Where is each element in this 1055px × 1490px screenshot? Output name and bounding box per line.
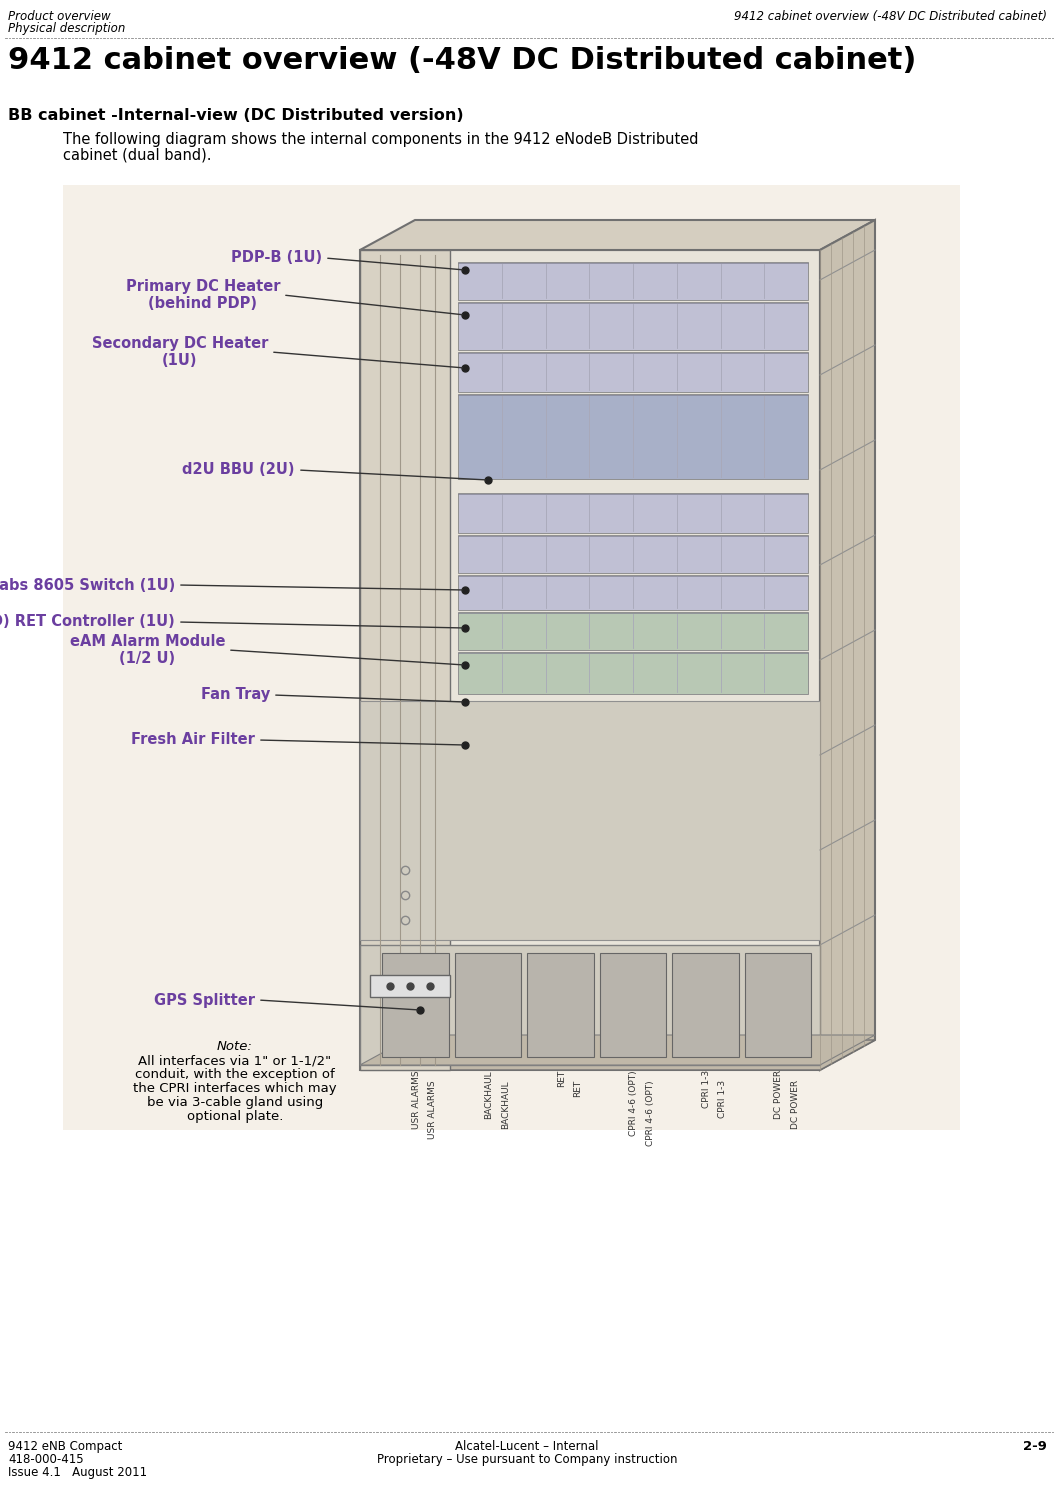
Text: Product overview: Product overview bbox=[8, 10, 111, 22]
Text: BB cabinet -Internal-view (DC Distributed version): BB cabinet -Internal-view (DC Distribute… bbox=[8, 107, 463, 124]
Text: 2-9: 2-9 bbox=[1023, 1439, 1047, 1453]
Text: RET: RET bbox=[557, 1070, 565, 1088]
Bar bbox=[360, 945, 820, 1065]
Polygon shape bbox=[360, 1036, 875, 1065]
Text: DC POWER: DC POWER bbox=[791, 1080, 800, 1129]
Text: Alcatel-Lucent – Internal: Alcatel-Lucent – Internal bbox=[456, 1439, 599, 1453]
Text: USR ALARMS: USR ALARMS bbox=[428, 1080, 437, 1138]
Bar bbox=[455, 954, 521, 1056]
Text: optional plate.: optional plate. bbox=[187, 1110, 283, 1123]
Text: 9412 eNB Compact: 9412 eNB Compact bbox=[8, 1439, 122, 1453]
Bar bbox=[528, 954, 594, 1056]
Text: 418-000-415: 418-000-415 bbox=[8, 1453, 83, 1466]
Bar bbox=[458, 575, 808, 609]
Bar bbox=[360, 250, 820, 1070]
Text: CPRI 1-3: CPRI 1-3 bbox=[718, 1080, 727, 1118]
Text: DC POWER: DC POWER bbox=[774, 1070, 783, 1119]
Text: Tellabs 8605 Switch (1U): Tellabs 8605 Switch (1U) bbox=[0, 578, 175, 593]
Text: Note:: Note: bbox=[217, 1040, 253, 1053]
Bar bbox=[458, 393, 808, 478]
Bar bbox=[63, 185, 960, 1129]
Bar bbox=[458, 535, 808, 574]
Text: 9412 cabinet overview (-48V DC Distributed cabinet): 9412 cabinet overview (-48V DC Distribut… bbox=[8, 46, 917, 74]
Text: 9412 cabinet overview (-48V DC Distributed cabinet): 9412 cabinet overview (-48V DC Distribut… bbox=[734, 10, 1047, 22]
Text: Secondary DC Heater
(1U): Secondary DC Heater (1U) bbox=[92, 335, 268, 368]
Text: GPS Splitter: GPS Splitter bbox=[154, 992, 255, 1007]
Text: RET: RET bbox=[573, 1080, 582, 1097]
Text: Fresh Air Filter: Fresh Air Filter bbox=[131, 733, 255, 748]
Text: Fan Tray: Fan Tray bbox=[200, 687, 270, 702]
Text: CPRI 4-6 (OPT): CPRI 4-6 (OPT) bbox=[629, 1070, 638, 1135]
Text: All interfaces via 1" or 1-1/2": All interfaces via 1" or 1-1/2" bbox=[138, 1053, 331, 1067]
Bar bbox=[382, 954, 448, 1056]
Text: The following diagram shows the internal components in the 9412 eNodeB Distribut: The following diagram shows the internal… bbox=[63, 133, 698, 148]
Text: cabinet (dual band).: cabinet (dual band). bbox=[63, 148, 211, 162]
Bar bbox=[599, 954, 666, 1056]
Text: conduit, with the exception of: conduit, with the exception of bbox=[135, 1068, 334, 1082]
Bar bbox=[458, 262, 808, 299]
Bar bbox=[672, 954, 738, 1056]
Bar bbox=[458, 493, 808, 533]
Text: d2U BBU (2U): d2U BBU (2U) bbox=[183, 462, 295, 477]
Bar bbox=[745, 954, 811, 1056]
Text: (TBD) RET Controller (1U): (TBD) RET Controller (1U) bbox=[0, 614, 175, 629]
Bar bbox=[458, 352, 808, 392]
Polygon shape bbox=[360, 1040, 875, 1070]
Text: CPRI 4-6 (OPT): CPRI 4-6 (OPT) bbox=[646, 1080, 655, 1146]
Text: Primary DC Heater
(behind PDP): Primary DC Heater (behind PDP) bbox=[126, 279, 280, 311]
Text: the CPRI interfaces which may: the CPRI interfaces which may bbox=[133, 1082, 337, 1095]
Text: Proprietary – Use pursuant to Company instruction: Proprietary – Use pursuant to Company in… bbox=[377, 1453, 677, 1466]
Polygon shape bbox=[360, 221, 875, 250]
Text: BACKHAUL: BACKHAUL bbox=[484, 1070, 494, 1119]
Text: BACKHAUL: BACKHAUL bbox=[501, 1080, 510, 1128]
Bar bbox=[360, 700, 820, 940]
Text: USR ALARMS: USR ALARMS bbox=[411, 1070, 421, 1128]
Text: Physical description: Physical description bbox=[8, 22, 126, 34]
Text: eAM Alarm Module
(1/2 U): eAM Alarm Module (1/2 U) bbox=[70, 633, 225, 666]
Text: CPRI 1-3: CPRI 1-3 bbox=[702, 1070, 711, 1109]
Bar bbox=[458, 302, 808, 350]
Bar bbox=[360, 250, 450, 1070]
Text: Issue 4.1   August 2011: Issue 4.1 August 2011 bbox=[8, 1466, 147, 1480]
Bar bbox=[458, 612, 808, 650]
Text: be via 3-cable gland using: be via 3-cable gland using bbox=[147, 1097, 323, 1109]
Bar bbox=[458, 653, 808, 694]
Bar bbox=[370, 974, 450, 997]
Text: PDP-B (1U): PDP-B (1U) bbox=[231, 250, 322, 265]
Polygon shape bbox=[820, 221, 875, 1070]
